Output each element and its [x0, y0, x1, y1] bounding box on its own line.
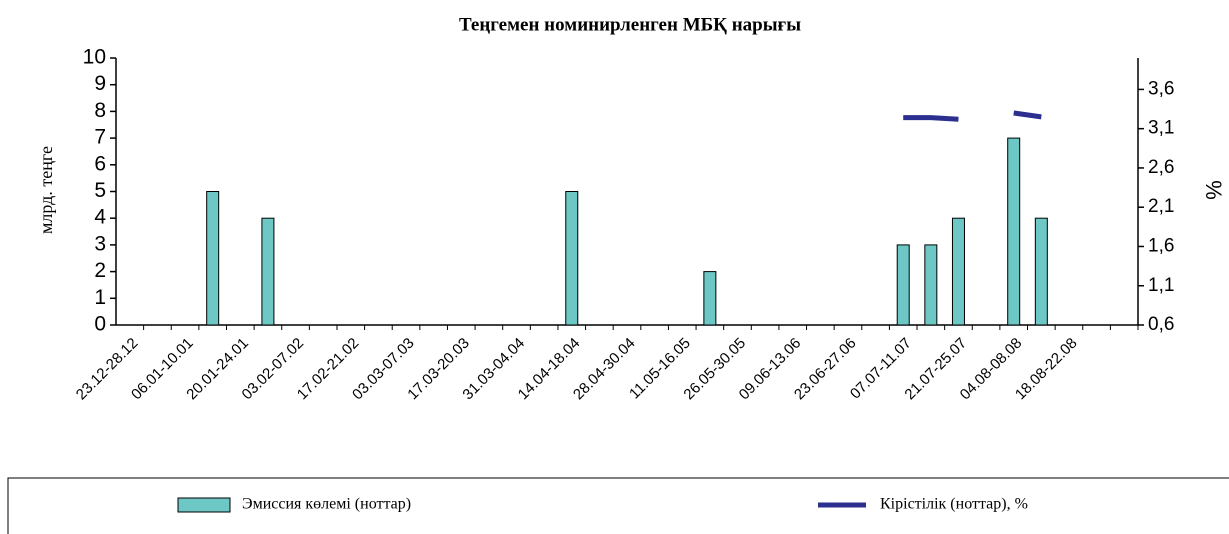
legend-swatch: [177, 497, 231, 513]
bar: [206, 191, 220, 326]
y-tick-label: 2: [94, 259, 106, 282]
y-tick-label: 0: [94, 313, 106, 336]
bar: [261, 217, 275, 326]
y-tick-label: 10: [83, 46, 106, 69]
chart-title: Теңгемен номинирленген МБҚ нарығы: [459, 14, 801, 35]
legend-label: Эмиссия көлемі (ноттар): [242, 496, 411, 513]
y2-tick-label: 1,6: [1148, 235, 1174, 256]
legend-label: Кірістілік (ноттар), %: [880, 496, 1028, 513]
bar: [565, 191, 579, 326]
y-tick-label: 8: [94, 99, 106, 122]
bar: [951, 217, 965, 326]
y-tick-label: 9: [94, 72, 106, 95]
bar: [1034, 217, 1048, 326]
bar: [924, 244, 938, 326]
y-axis-label: млрд. теңге: [36, 146, 56, 234]
y-tick-label: 7: [94, 126, 106, 149]
y-tick-label: 6: [94, 152, 106, 175]
line: [1013, 110, 1042, 120]
y2-tick-label: 3,1: [1148, 118, 1174, 139]
y2-tick-label: 2,6: [1148, 157, 1174, 178]
line: [903, 115, 959, 122]
y2-tick-label: 2,1: [1148, 196, 1174, 217]
y-tick-label: 4: [94, 206, 106, 229]
bar: [1007, 137, 1021, 326]
y2-tick-label: 3,6: [1148, 78, 1174, 99]
y-tick-label: 5: [94, 179, 106, 202]
y2-axis-label: %: [1201, 180, 1226, 200]
bar: [703, 271, 717, 326]
y2-tick-label: 1,1: [1148, 275, 1174, 296]
legend-box: [7, 477, 1229, 534]
bar: [896, 244, 910, 326]
y-tick-label: 1: [94, 286, 106, 309]
y-tick-label: 3: [94, 232, 106, 255]
y2-tick-label: 0,6: [1148, 314, 1174, 335]
